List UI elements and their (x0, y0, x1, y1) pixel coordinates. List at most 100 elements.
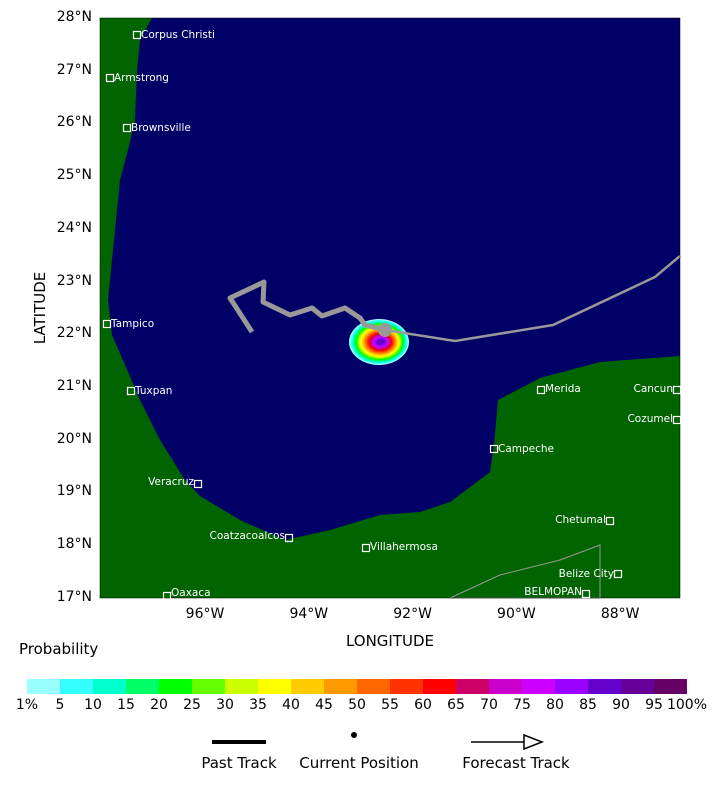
lat-tick-label: 25°N (56, 167, 92, 184)
city-label: Corpus Christi (141, 29, 215, 41)
color-bar-swatch (423, 679, 456, 694)
city-marker (605, 516, 615, 526)
color-bar-swatch (588, 679, 621, 694)
current-position-legend-dot (351, 732, 357, 738)
color-bar-tick: 85 (579, 697, 597, 713)
city-marker (284, 533, 294, 543)
color-bar-swatch (489, 679, 522, 694)
color-bar-swatch (192, 679, 225, 694)
city-label: Tampico (111, 318, 155, 330)
color-bar-swatch (456, 679, 489, 694)
city-label: Cancun (633, 383, 673, 395)
color-bar-swatch (654, 679, 687, 694)
color-bar-tick: 15 (117, 697, 135, 713)
color-bar-swatch (225, 679, 258, 694)
y-axis-label: LATITUDE (31, 271, 49, 345)
color-bar-tick: 80 (546, 697, 564, 713)
city-marker (672, 415, 682, 425)
color-bar-tick: 1% (15, 697, 39, 713)
past-track (227, 279, 386, 334)
city-marker (613, 569, 623, 579)
color-bar-tick: 10 (84, 697, 102, 713)
current-position-label: Current Position (299, 754, 419, 772)
city-marker (102, 319, 112, 329)
city-marker (581, 589, 591, 599)
city-label: Cozumel (627, 413, 673, 425)
color-bar-tick: 65 (447, 697, 465, 713)
past-track-label: Past Track (201, 754, 277, 772)
color-bar-tick: 40 (282, 697, 300, 713)
color-bar-tick: 55 (381, 697, 399, 713)
land-mexico-texas (100, 18, 680, 598)
city-label: Oaxaca (171, 587, 211, 599)
color-bar-swatch (390, 679, 423, 694)
x-axis-label: LONGITUDE (345, 632, 435, 650)
city-label: Brownsville (131, 122, 191, 134)
color-bar-tick: 25 (183, 697, 201, 713)
color-bar-swatch (522, 679, 555, 694)
city-label: Campeche (498, 443, 555, 455)
lat-tick-label: 20°N (56, 430, 92, 447)
city-marker (162, 591, 172, 601)
lat-tick-label: 23°N (56, 272, 92, 289)
forecast-track (384, 255, 681, 343)
city-marker (126, 386, 136, 396)
lat-tick-label: 27°N (56, 61, 92, 78)
lat-tick-label: 17°N (56, 588, 92, 605)
color-bar-tick: 35 (249, 697, 267, 713)
city-label: Villahermosa (370, 541, 438, 553)
lat-tick-label: 18°N (56, 536, 92, 552)
color-bar-tick: 70 (480, 697, 498, 713)
color-bar-swatch (126, 679, 159, 694)
city-label: Merida (545, 383, 581, 395)
forecast-track-legend-arrow (523, 733, 545, 751)
lat-tick-label: 28°N (56, 9, 92, 25)
color-bar-swatch (258, 679, 291, 694)
city-marker (489, 444, 499, 454)
lon-tick-label: 92°W (393, 606, 432, 622)
color-bar-swatch (159, 679, 192, 694)
city-label: BELMOPAN (524, 586, 582, 598)
city-label: Armstrong (114, 72, 169, 84)
lat-tick-label: 26°N (56, 114, 92, 131)
city-marker (105, 73, 115, 83)
color-bar-tick: 50 (348, 697, 366, 713)
color-bar-tick: 60 (414, 697, 432, 713)
color-bar-tick: 90 (612, 697, 630, 713)
color-bar-swatch (291, 679, 324, 694)
legend-title: Probability (19, 640, 99, 658)
lon-tick-label: 90°W (497, 606, 536, 622)
color-bar-tick: 100% (666, 697, 708, 713)
city-marker (672, 385, 682, 395)
current-position-marker (378, 323, 392, 337)
city-label: Chetumal (555, 514, 606, 526)
city-label: Coatzacoalcos (209, 530, 285, 542)
color-bar-tick: 75 (513, 697, 531, 713)
lon-tick-label: 96°W (185, 606, 225, 622)
color-bar-swatch (621, 679, 654, 694)
color-bar-swatch (27, 679, 60, 694)
city-marker (132, 30, 142, 40)
probability-swath (349, 319, 409, 365)
probability-contour (376, 338, 386, 346)
lon-tick-label: 94°W (289, 606, 329, 622)
color-bar-tick: 95 (645, 697, 663, 713)
city-marker (193, 479, 203, 489)
color-bar-tick: 30 (216, 697, 234, 713)
color-bar-swatch (324, 679, 357, 694)
lon-tick-label: 88°W (600, 606, 640, 622)
forecast-track-label: Forecast Track (462, 754, 570, 772)
lat-tick-label: 22°N (56, 325, 92, 342)
city-label: Tuxpan (135, 385, 173, 397)
color-bar-tick: 45 (315, 697, 333, 713)
color-bar-swatch (60, 679, 93, 694)
color-bar-swatch (93, 679, 126, 694)
lat-tick-label: 24°N (56, 219, 92, 236)
color-bar-swatch (357, 679, 390, 694)
color-bar (27, 679, 687, 694)
lat-tick-label: 19°N (56, 483, 92, 500)
color-bar-tick: 5 (55, 697, 65, 713)
city-marker (122, 123, 132, 133)
color-bar-swatch (555, 679, 588, 694)
